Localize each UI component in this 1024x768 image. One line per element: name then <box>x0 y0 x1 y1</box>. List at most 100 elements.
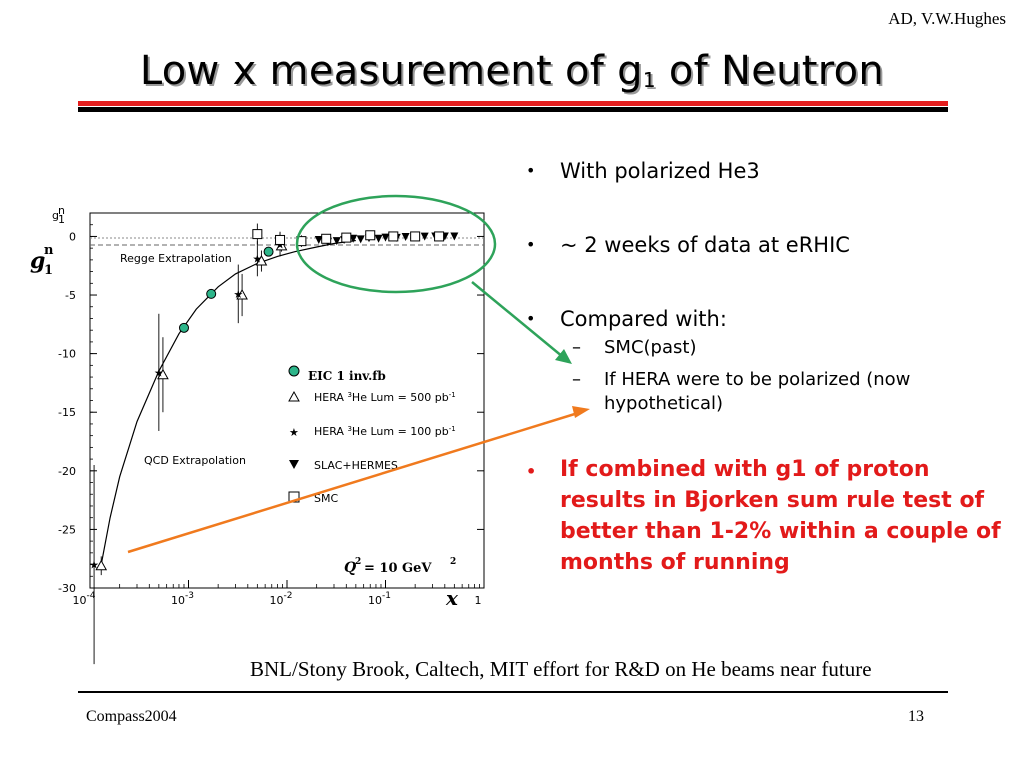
marker-layer: ★ ★ ★ ★ ★ <box>89 229 459 572</box>
q2-exp: 2 <box>355 557 361 567</box>
y-tick-label: -20 <box>58 465 76 478</box>
point-eic-1-inv-fb <box>206 288 217 299</box>
curve-layer <box>100 239 356 565</box>
legend-smc-label: SMC <box>314 492 338 505</box>
legend-slac-marker <box>289 460 299 469</box>
point-hera-3he-lum-100-pb-1: ★ <box>89 559 99 572</box>
bullet-text: With polarized He3 <box>560 159 760 183</box>
chart-legend: EIC 1 inv.fb HERA 3He Lum = 500 pb-1 ★ H… <box>288 365 456 505</box>
point-slac-hermes <box>381 233 390 242</box>
legend-eic-label: EIC 1 inv.fb <box>308 369 386 383</box>
point-hera-3he-lum-500-pb-1 <box>255 255 268 266</box>
point-eic-1-inv-fb <box>263 246 274 257</box>
bullet-dot: • <box>526 309 536 328</box>
x-tick-label: 10-4 <box>73 591 96 607</box>
point-hera-3he-lum-500-pb-1 <box>95 559 108 571</box>
y-label-small: g <box>52 209 59 222</box>
legend-hera500-marker <box>288 390 300 402</box>
regge-annotation: Regge Extrapolation <box>120 252 232 265</box>
sub-dash: – <box>572 337 581 358</box>
bullet-dot: • <box>526 462 537 481</box>
bullet-text: Compared with: <box>560 307 727 331</box>
title-subscript: 1 <box>642 68 656 92</box>
point-eic-1-inv-fb <box>178 322 189 333</box>
sub-text: If HERA were to be polarized (now hypoth… <box>604 369 911 414</box>
point-hera-3he-lum-500-pb-1 <box>157 368 169 380</box>
legend-hera500-label: HERA 3He Lum = 500 pb-1 <box>314 391 456 404</box>
point-smc <box>275 234 286 245</box>
page-number: 13 <box>908 708 924 725</box>
bullet-dot: • <box>526 235 536 254</box>
y-tick-label: -25 <box>58 523 76 536</box>
y-tick-label: -30 <box>58 582 76 595</box>
title-rule-red <box>78 101 948 106</box>
point-slac-hermes <box>356 235 365 244</box>
bullet-two-weeks: • ~ 2 weeks of data at eRHIC <box>526 232 1016 258</box>
sub-dash: – <box>572 369 581 390</box>
sub-bullet-smc: – SMC(past) <box>526 336 1016 360</box>
highlight-ellipse <box>295 194 497 294</box>
legend-hera100-marker: ★ <box>289 426 299 439</box>
title-end: of Neutron <box>655 48 885 94</box>
point-smc <box>365 230 376 241</box>
q2-value: = 10 GeV <box>364 561 432 576</box>
y-label-small-sub: 1 <box>58 213 65 226</box>
orange-arrow-line <box>127 411 579 554</box>
bullet-list: • With polarized He3 • ~ 2 weeks of data a… <box>526 158 1016 578</box>
sub-bullet-hera: – If HERA were to be polarized (now hypot… <box>526 368 1016 416</box>
q2-label: Q <box>344 560 356 576</box>
y-tick-label: -15 <box>58 406 76 419</box>
point-slac-hermes <box>314 235 323 244</box>
point-smc <box>388 231 399 242</box>
legend-eic-marker <box>288 365 300 377</box>
point-smc <box>321 233 332 244</box>
legend-hera100-label: HERA 3He Lum = 100 pb-1 <box>314 425 456 438</box>
bullet-compared-with: • Compared with: <box>526 306 1016 332</box>
green-arrow-line <box>471 281 564 358</box>
point-slac-hermes <box>450 232 459 241</box>
x-tick-label: 10-2 <box>270 591 293 607</box>
extrapolation-curve <box>100 239 356 565</box>
author-credit: AD, V.W.Hughes <box>888 9 1006 28</box>
qcd-annotation: QCD Extrapolation <box>144 454 246 467</box>
bullet-bjorken-sum-rule: • If combined with g1 of proton results i… <box>526 454 1016 578</box>
point-hera-3he-lum-100-pb-1: ★ <box>233 288 243 301</box>
legend-slac-label: SLAC+HERMES <box>314 459 398 472</box>
point-hera-3he-lum-100-pb-1: ★ <box>154 366 164 379</box>
point-slac-hermes <box>401 233 410 242</box>
green-arrowhead <box>555 349 572 364</box>
point-hera-3he-lum-100-pb-1: ★ <box>252 253 262 266</box>
bullet-polarized-he3: • With polarized He3 <box>526 158 1016 184</box>
q2-unit-exp: 2 <box>450 557 456 567</box>
bullet-text: If combined with g1 of proton results in… <box>560 457 1001 575</box>
x-tick-label: 10-1 <box>368 591 391 607</box>
point-hera-3he-lum-500-pb-1 <box>275 239 288 251</box>
point-smc <box>252 229 263 240</box>
x-tick-label: 10-3 <box>171 591 194 607</box>
slide-title: Low x measurement of g1 of Neutron <box>0 48 1024 94</box>
orange-arrowhead <box>572 406 590 418</box>
title-rule-black <box>78 107 948 112</box>
y-tick-label: -10 <box>58 348 76 361</box>
x-label: x <box>445 586 459 610</box>
bullet-text: ~ 2 weeks of data at eRHIC <box>560 233 850 257</box>
footer-note: BNL/Stony Brook, Caltech, MIT effort for… <box>250 657 872 681</box>
point-smc <box>341 232 352 243</box>
point-smc <box>434 231 445 242</box>
point-slac-hermes <box>420 232 429 241</box>
point-slac-hermes <box>332 237 341 246</box>
y-label-sub: 1 <box>44 263 53 278</box>
point-slac-hermes <box>374 234 383 243</box>
y-tick-label: 0 <box>69 230 76 243</box>
point-smc <box>410 231 421 242</box>
y-label: g <box>30 248 45 274</box>
sub-text: SMC(past) <box>604 337 697 358</box>
point-hera-3he-lum-500-pb-1 <box>236 289 248 300</box>
footer-conference: Compass2004 <box>86 708 177 725</box>
bullet-dot: • <box>526 161 536 180</box>
y-label-sup: n <box>44 243 54 258</box>
y-tick-label: -5 <box>65 289 76 302</box>
footer-rule <box>78 691 948 693</box>
